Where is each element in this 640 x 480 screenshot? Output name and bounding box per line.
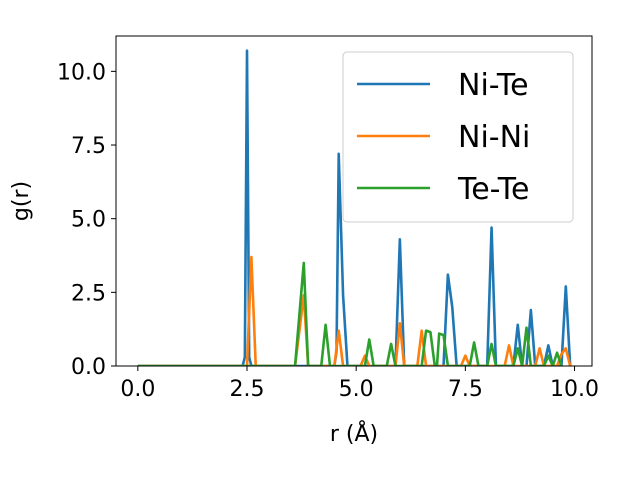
series-line-te-te [137,261,563,366]
legend-label-ni-te: Ni-Te [458,68,529,103]
legend-label-te-te: Te-Te [457,172,529,207]
series-line-ni-ni [137,255,572,366]
y-tick-label: 10.0 [57,60,106,85]
legend-box [342,51,574,223]
legend-label-ni-ni: Ni-Ni [458,120,530,155]
x-tick-label: 5.0 [339,377,374,402]
x-tick-label: 2.5 [230,377,265,402]
plot-area [137,49,572,366]
x-axis-label: r (Å) [330,420,378,447]
y-axis-label: g(r) [9,181,34,221]
y-tick-label: 7.5 [71,134,106,159]
x-tick-label: 7.5 [448,377,483,402]
axes-frame [115,35,593,367]
y-tick-label: 5.0 [71,208,106,233]
x-tick-label: 10.0 [550,377,599,402]
y-tick-label: 2.5 [71,281,106,306]
legend: Ni-Te Ni-Ni Te-Te [342,51,574,223]
y-tick-label: 0.0 [71,355,106,380]
x-tick-label: 0.0 [120,377,155,402]
series-line-ni-te [137,49,572,366]
